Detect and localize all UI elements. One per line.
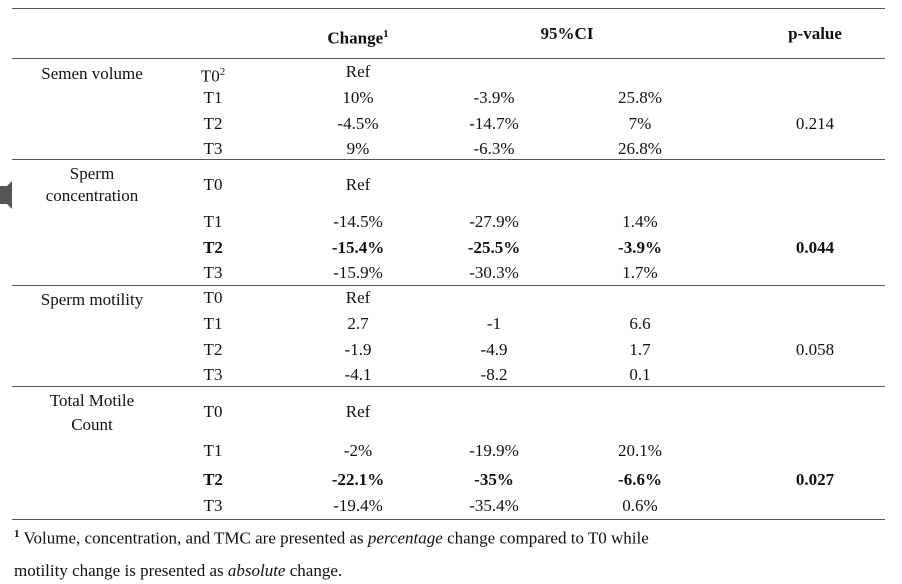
- cell-ci-upper: 1.7: [629, 340, 651, 359]
- cell-change: -2%: [343, 441, 373, 460]
- cell-ci-lower: -1: [486, 314, 502, 333]
- cell-change: Ref: [345, 175, 371, 194]
- cell-ci-lower: -4.9: [480, 340, 508, 359]
- column-header-95ci: 95%CI: [540, 24, 594, 43]
- cell-pvalue: 0.027: [795, 470, 835, 489]
- cell-change: 10%: [342, 88, 374, 107]
- group-label-sperm-motility: Sperm motility: [40, 290, 144, 309]
- footnote-marker: 1: [14, 528, 20, 540]
- cell-timepoint: T0: [203, 288, 223, 307]
- column-header-pvalue: p-value: [788, 24, 842, 43]
- group-label-total-motile-count: Total Motile Count: [49, 391, 135, 434]
- cell-timepoint: T3: [203, 365, 223, 384]
- cell-change: 9%: [346, 139, 370, 158]
- footnote-line-2: motility change is presented as absolute…: [14, 561, 343, 580]
- cell-pvalue: 0.044: [795, 238, 835, 257]
- cell-change: -14.5%: [333, 212, 383, 231]
- cell-change: -19.4%: [333, 496, 383, 515]
- cell-timepoint: T0: [203, 402, 223, 421]
- cell-ci-lower: -35%: [474, 470, 514, 489]
- cell-pvalue: 0.214: [795, 114, 835, 133]
- cell-ci-lower: -30.3%: [469, 263, 519, 282]
- column-header-change: Change1: [327, 28, 389, 48]
- cell-timepoint: T3: [203, 496, 223, 515]
- left-edge-tab-marker: [0, 181, 12, 209]
- cell-change: 2.7: [347, 314, 369, 333]
- cell-timepoint: T1: [203, 314, 223, 333]
- cell-change: -1.9: [344, 340, 372, 359]
- cell-ci-upper: 0.6%: [622, 496, 658, 515]
- cell-change: Ref: [345, 402, 371, 421]
- cell-timepoint: T1: [203, 212, 223, 231]
- cell-ci-upper: 0.1: [629, 365, 651, 384]
- cell-ci-upper: 6.6: [629, 314, 651, 333]
- cell-ci-lower: -8.2: [480, 365, 508, 384]
- cell-timepoint: T1: [203, 88, 223, 107]
- footnote-line-1: 1 Volume, concentration, and TMC are pre…: [14, 528, 649, 548]
- cell-timepoint: T0: [203, 175, 223, 194]
- cell-ci-upper: 26.8%: [618, 139, 662, 158]
- cell-ci-upper: -3.9%: [618, 238, 662, 257]
- table-bottom-rule: [12, 519, 885, 520]
- cell-change: -15.9%: [333, 263, 383, 282]
- cell-timepoint: T2: [203, 238, 223, 257]
- cell-change: -4.5%: [337, 114, 379, 133]
- cell-change: Ref: [345, 288, 371, 307]
- group-separator-rule: [12, 159, 885, 160]
- cell-ci-lower: -27.9%: [469, 212, 519, 231]
- cell-ci-lower: -25.5%: [467, 238, 521, 257]
- cell-ci-upper: -6.6%: [618, 470, 662, 489]
- cell-change: -15.4%: [331, 238, 385, 257]
- cell-change: -22.1%: [331, 470, 385, 489]
- group-separator-rule: [12, 386, 885, 387]
- header-bottom-rule: [12, 58, 885, 59]
- cell-pvalue: 0.058: [795, 340, 835, 359]
- group-label-semen-volume: Semen volume: [41, 64, 143, 83]
- cell-ci-lower: -14.7%: [469, 114, 519, 133]
- group-separator-rule: [12, 285, 885, 286]
- cell-timepoint: T2: [203, 340, 223, 359]
- cell-change: Ref: [345, 62, 371, 81]
- cell-timepoint: T2: [203, 470, 223, 489]
- cell-ci-lower: -19.9%: [469, 441, 519, 460]
- table-top-rule: [12, 8, 885, 9]
- cell-timepoint: T3: [203, 139, 223, 158]
- cell-ci-lower: -6.3%: [473, 139, 515, 158]
- cell-ci-upper: 20.1%: [618, 441, 662, 460]
- cell-change: -4.1: [344, 365, 372, 384]
- cell-ci-lower: -35.4%: [469, 496, 519, 515]
- cell-timepoint: T02: [200, 66, 226, 86]
- cell-timepoint: T3: [203, 263, 223, 282]
- group-label-sperm-concentration: Sperm concentration: [45, 164, 139, 205]
- cell-ci-lower: -3.9%: [473, 88, 515, 107]
- cell-timepoint: T2: [203, 114, 223, 133]
- cell-ci-upper: 25.8%: [618, 88, 662, 107]
- cell-timepoint: T1: [203, 441, 223, 460]
- cell-ci-upper: 1.4%: [622, 212, 658, 231]
- cell-ci-upper: 7%: [628, 114, 652, 133]
- cell-ci-upper: 1.7%: [622, 263, 658, 282]
